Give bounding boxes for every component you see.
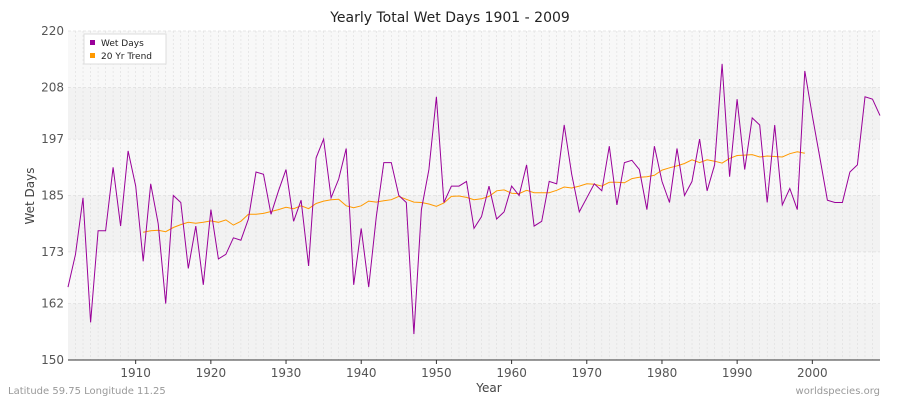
series-line-wet-days <box>67 63 881 335</box>
series-line-20-yr-trend <box>143 151 805 233</box>
y-tick-label: 208 <box>41 80 64 94</box>
legend-label-20-yr-trend: 20 Yr Trend <box>101 52 152 62</box>
legend-swatch-20-yr-trend <box>90 53 95 58</box>
x-tick-label: 1910 <box>120 366 151 380</box>
x-tick-label: 1970 <box>572 366 603 380</box>
legend-box <box>83 33 167 65</box>
x-tick-label: 2000 <box>797 366 828 380</box>
x-tick-label: 1940 <box>346 366 377 380</box>
y-tick-label: 185 <box>41 189 64 203</box>
footer-location: Latitude 59.75 Longitude 11.25 <box>8 386 166 397</box>
legend-label-wet-days: Wet Days <box>101 39 144 49</box>
x-tick-label: 1930 <box>271 366 302 380</box>
legend-swatch-wet-days <box>90 40 95 45</box>
x-tick-label: 1950 <box>421 366 452 380</box>
x-tick-label: 1960 <box>496 366 527 380</box>
y-tick-label: 162 <box>41 297 64 311</box>
y-tick-label: 220 <box>41 24 64 38</box>
x-axis-label: Year <box>475 381 501 395</box>
x-tick-label: 1990 <box>722 366 753 380</box>
legend: Wet Days 20 Yr Trend <box>83 33 167 65</box>
y-tick-label: 197 <box>41 132 64 146</box>
chart-title: Yearly Total Wet Days 1901 - 2009 <box>329 10 570 26</box>
y-tick-label: 173 <box>41 245 64 259</box>
x-tick-label: 1920 <box>196 366 227 380</box>
y-axis-label: Wet Days <box>23 167 37 224</box>
x-tick-label: 1980 <box>647 366 678 380</box>
y-ticks: 150 162 173 185 197 208 220 <box>41 24 64 367</box>
footer-source: worldspecies.org <box>796 386 880 397</box>
y-tick-label: 150 <box>41 353 64 367</box>
x-ticks: 1910 1920 1930 1940 1950 1960 1970 1980 1990 2000 <box>120 360 828 380</box>
